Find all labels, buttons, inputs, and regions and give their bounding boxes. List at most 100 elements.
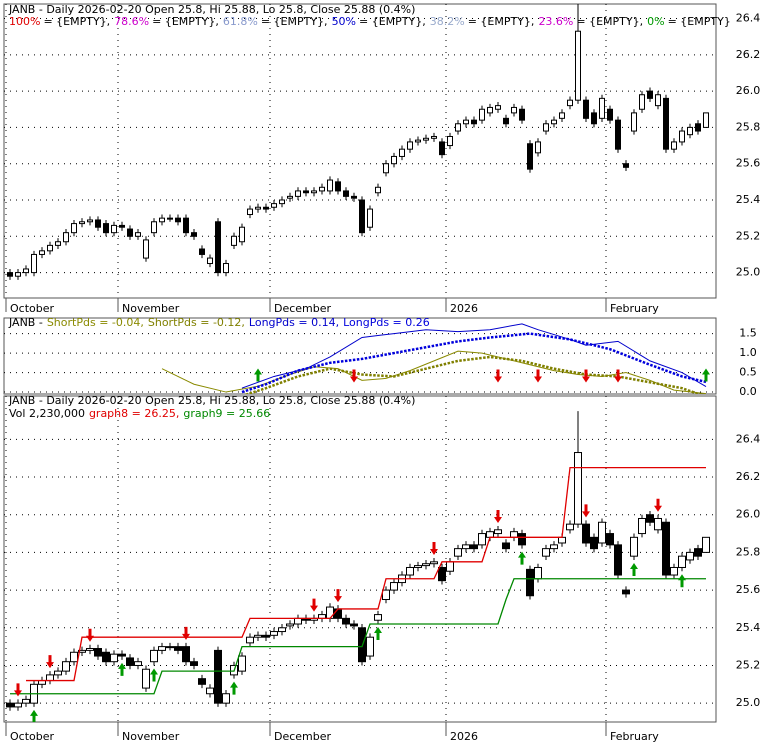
candle-body (207, 257, 213, 265)
candle-body (679, 130, 685, 143)
candle-body (383, 163, 389, 174)
candle-body (582, 523, 590, 544)
fib-name: 78.6% (114, 15, 149, 28)
signal-legend: Vol 2,230,000 graph8 = 26.25, graph9 = 25.… (9, 407, 270, 420)
candle-body (607, 108, 613, 121)
candle-body (335, 181, 341, 192)
candle-body (166, 646, 174, 649)
candle-body (630, 536, 638, 557)
candle-body (343, 190, 349, 197)
fib-name: 23.6% (538, 15, 573, 28)
signal-arrow-down (494, 369, 502, 383)
candle-body (102, 651, 110, 663)
legend-entry: LongPds = 0.26 (343, 316, 430, 329)
x-tick-label: October (10, 730, 54, 743)
candle-body (599, 97, 605, 119)
candle-body (407, 141, 413, 150)
candle-body (550, 544, 558, 550)
candle-body (326, 606, 334, 619)
candle-body (271, 203, 277, 208)
candle-body (175, 217, 181, 223)
candle-body (399, 148, 405, 157)
candle-body (535, 141, 541, 154)
candle-body (158, 646, 166, 651)
candle-body (502, 542, 510, 550)
y-tick-label: 25.0 (736, 696, 761, 709)
candle-body (574, 452, 582, 525)
volume-label: Vol 2,230,000 (9, 407, 85, 420)
y-tick-label: 25.6 (736, 157, 761, 170)
axes: 25.0 25.2 25.4 25.6 25.8 26.0 26.2 26.4 October N… (5, 12, 761, 743)
signal-arrow-up (678, 574, 686, 588)
candle-body (374, 614, 382, 621)
candle-body (183, 217, 189, 234)
signal-arrow-down (46, 655, 54, 669)
candle-body (422, 563, 430, 567)
signal-panel-frame (3, 395, 717, 723)
candle-body (327, 179, 333, 192)
y-tick-label: 25.8 (736, 545, 761, 558)
indicator-line (243, 355, 703, 394)
signal-arrow-down (494, 510, 502, 524)
step-line (26, 466, 706, 682)
candle-body (14, 702, 22, 708)
y-tick-label: 25.2 (736, 658, 761, 671)
indicator-legend: JANB - ShortPds = -0.04, ShortPds = -0.12,… (8, 316, 430, 329)
signal-arrow-up (254, 368, 262, 382)
candle-body (671, 141, 677, 150)
candle-body (439, 141, 445, 156)
fib-value: = {EMPTY}, (359, 15, 426, 28)
signal-arrow-down (334, 589, 342, 603)
x-tick-label: February (610, 730, 659, 743)
candle-body (87, 219, 93, 223)
candle-body (662, 521, 670, 576)
y-tick-label: 25.6 (736, 583, 761, 596)
candle-body (118, 653, 126, 657)
candle-body (239, 226, 245, 243)
candle-body (647, 90, 653, 99)
y-tick-label: 25.8 (736, 120, 761, 133)
fib-value: = {EMPTY}, (468, 15, 535, 28)
candle-body (174, 646, 182, 651)
signal-plot (4, 396, 716, 722)
candle-body (518, 533, 526, 546)
candle-body (495, 105, 501, 110)
candle-body (191, 232, 197, 237)
y-tick-label: 26.0 (736, 84, 761, 97)
candle-body (262, 634, 270, 638)
candle-body (159, 217, 165, 223)
candle-body (367, 208, 373, 228)
x-tick-label: 2026 (450, 302, 478, 315)
y-tick-label: 26.0 (736, 508, 761, 521)
candle-body (71, 223, 77, 234)
candle-body (583, 99, 589, 119)
candle-body (575, 30, 581, 101)
candle-body (167, 217, 173, 220)
candle-body (415, 139, 421, 143)
y-tick-label: 26.2 (736, 48, 761, 61)
candle-body (375, 186, 381, 194)
candle-body (127, 228, 133, 237)
signal-arrow-down (182, 626, 190, 640)
candle-body (446, 561, 454, 572)
signal-arrow-up (150, 668, 158, 682)
fib-name: 0% (647, 15, 664, 28)
fib-value: = {EMPTY}, (152, 15, 219, 28)
candle-body (214, 649, 222, 704)
candle-body (695, 123, 701, 132)
candle-body (631, 112, 637, 132)
fib-value: = {EMPTY}, (576, 15, 643, 28)
candle-body (247, 208, 253, 216)
y-tick-label: 0.0 (739, 385, 757, 398)
candle-body (63, 232, 69, 243)
candle-body (279, 199, 285, 205)
y-tick-label: 26.4 (736, 432, 761, 445)
candle-body (23, 268, 29, 274)
candle-body (294, 617, 302, 625)
candle-body (110, 653, 118, 663)
candle-body (655, 94, 661, 107)
candle-body (654, 517, 662, 531)
candle-body (350, 623, 358, 627)
signal-arrow-down (582, 369, 590, 383)
